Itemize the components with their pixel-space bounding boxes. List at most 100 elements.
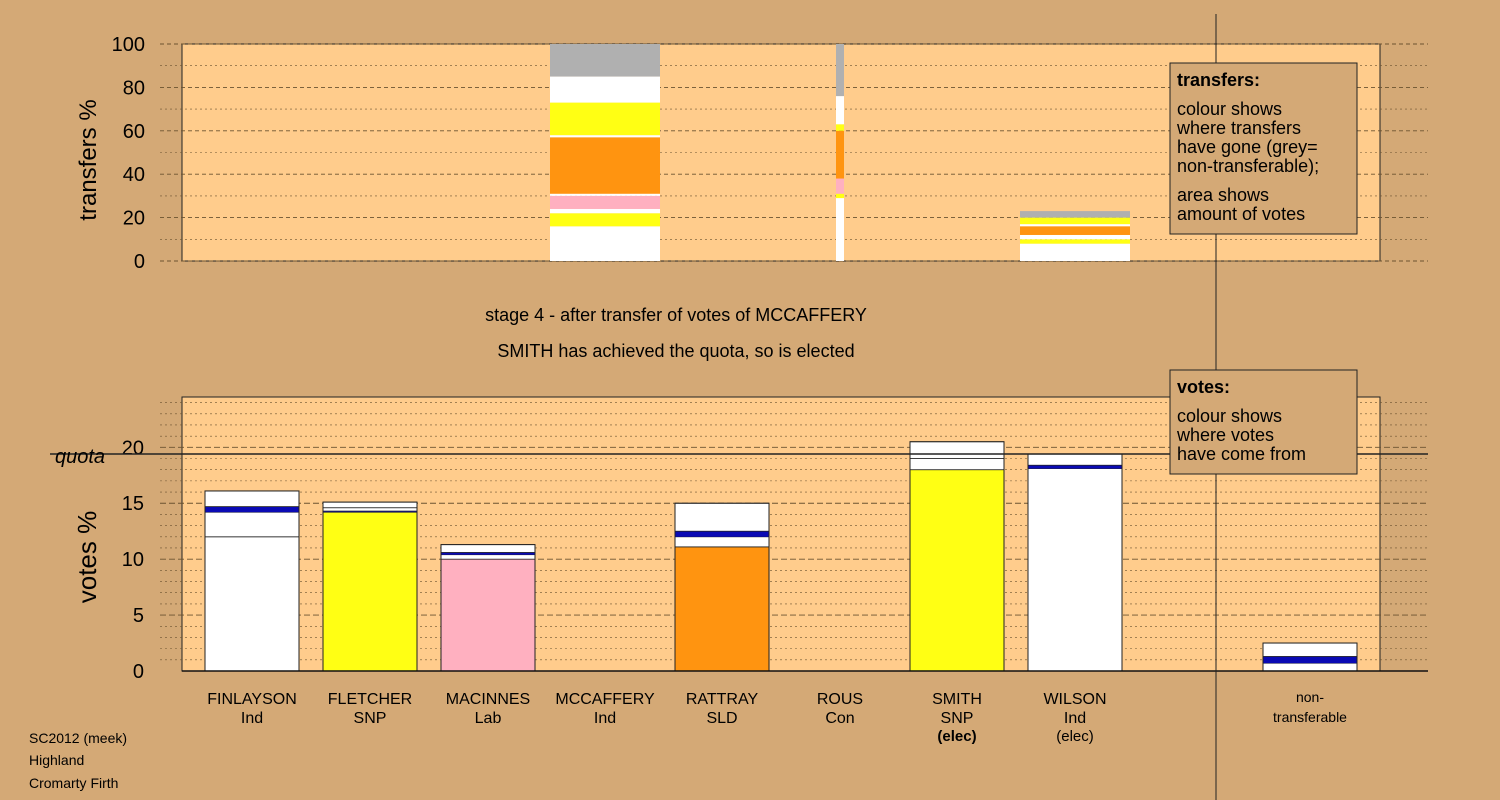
transfers-legend: transfers: colour shows where transfers … xyxy=(1169,62,1358,235)
candidate-name: SMITH xyxy=(932,691,982,708)
vote-bar xyxy=(674,502,770,672)
vote-bar xyxy=(1027,453,1123,672)
y-tick-label: 0 xyxy=(134,251,145,273)
y-tick-label: 20 xyxy=(123,208,145,230)
votes-legend-line: where votes xyxy=(1176,425,1274,445)
transfer-segment xyxy=(836,124,844,131)
votes-bars xyxy=(204,441,1358,672)
vote-segment xyxy=(322,507,418,512)
vote-segment xyxy=(909,458,1005,471)
candidate-labels: FINLAYSON Ind FLETCHER SNP MACINNES Lab MCCAFF… xyxy=(207,689,1347,745)
y-tick-label: 20 xyxy=(122,437,144,459)
vote-segment xyxy=(674,546,770,672)
transfer-segment xyxy=(550,102,660,136)
candidate-name: RATTRAY xyxy=(686,691,759,708)
vote-segment xyxy=(675,531,769,537)
transfer-segment xyxy=(1020,239,1130,244)
transfer-segment xyxy=(1020,234,1130,240)
candidate-status: (elec) xyxy=(937,728,976,745)
candidate-name: WILSON xyxy=(1043,691,1106,708)
vote-segment xyxy=(1027,468,1123,672)
vote-segment xyxy=(674,502,770,532)
y-tick-label: 100 xyxy=(112,34,145,56)
transfer-segment xyxy=(1020,243,1130,261)
vote-segment xyxy=(441,552,535,555)
candidate-party: Con xyxy=(825,710,854,727)
transfers-legend-line: colour shows xyxy=(1177,99,1282,119)
votes-y-ticks: 0 5 10 15 20 xyxy=(122,437,144,683)
transfers-legend-line: amount of votes xyxy=(1177,204,1305,224)
vote-segment xyxy=(204,511,300,538)
votes-y-axis-label: votes % xyxy=(72,511,102,604)
votes-legend-line: have come from xyxy=(1177,444,1306,464)
vote-segment xyxy=(1263,656,1357,664)
vote-segment xyxy=(440,544,536,553)
transfers-legend-line: non-transferable); xyxy=(1177,156,1319,176)
y-tick-label: 40 xyxy=(123,164,145,186)
stage-subtitle: SMITH has achieved the quota, so is elec… xyxy=(497,341,854,361)
transfer-bar xyxy=(550,44,660,261)
nontransferable-label: transferable xyxy=(1273,709,1347,725)
y-tick-label: 0 xyxy=(133,661,144,683)
transfers-bars xyxy=(550,44,1130,261)
transfer-segment xyxy=(836,44,844,97)
vote-segment xyxy=(674,536,770,548)
vote-segment xyxy=(909,441,1005,459)
vote-segment xyxy=(204,490,300,508)
y-tick-label: 60 xyxy=(123,121,145,143)
candidate-party: SNP xyxy=(354,710,387,727)
transfer-segment xyxy=(550,208,660,214)
footer-council: Highland xyxy=(29,752,84,768)
transfer-segment xyxy=(550,193,660,196)
candidate-name: FLETCHER xyxy=(328,691,412,708)
vote-bar xyxy=(204,490,300,672)
transfer-segment xyxy=(836,193,844,199)
transfer-segment xyxy=(550,226,660,261)
vote-segment xyxy=(440,558,536,672)
candidate-party: Ind xyxy=(1064,710,1086,727)
vote-segment xyxy=(323,511,417,513)
transfers-y-ticks: 0 20 40 60 80 100 xyxy=(112,34,145,273)
transfer-segment xyxy=(1020,226,1130,235)
candidate-party: Ind xyxy=(594,710,616,727)
vote-segment xyxy=(909,469,1005,672)
transfer-segment xyxy=(550,76,660,103)
vote-segment xyxy=(440,554,536,560)
transfer-segment xyxy=(550,135,660,138)
votes-legend-line: colour shows xyxy=(1177,406,1282,426)
votes-legend-title: votes: xyxy=(1177,377,1230,397)
stage-title: stage 4 - after transfer of votes of MCC… xyxy=(485,305,867,325)
transfers-legend-line: area shows xyxy=(1177,185,1269,205)
candidate-status: (elec) xyxy=(1056,728,1094,745)
candidate-name: MCCAFFERY xyxy=(555,691,655,708)
transfer-segment xyxy=(836,198,844,261)
y-tick-label: 80 xyxy=(123,77,145,99)
candidate-party: SLD xyxy=(706,710,737,727)
vote-bar xyxy=(322,501,418,672)
vote-bar xyxy=(909,441,1005,672)
candidate-party: SNP xyxy=(941,710,974,727)
footer-election: SC2012 (meek) xyxy=(29,730,127,746)
vote-segment xyxy=(322,501,418,509)
transfer-bar xyxy=(1020,211,1130,261)
candidate-party: Ind xyxy=(241,710,263,727)
transfer-bar xyxy=(836,44,844,261)
footer-ward: Cromarty Firth xyxy=(29,775,118,791)
transfer-segment xyxy=(1020,211,1130,218)
vote-segment xyxy=(1027,453,1123,466)
transfers-legend-line: where transfers xyxy=(1176,118,1301,138)
vote-segment xyxy=(205,506,299,513)
transfer-segment xyxy=(1020,217,1130,225)
candidate-name: ROUS xyxy=(817,691,863,708)
transfer-segment xyxy=(550,44,660,77)
transfer-segment xyxy=(550,137,660,194)
transfer-segment xyxy=(836,178,844,194)
candidate-name: FINLAYSON xyxy=(207,691,297,708)
quota-label: quota xyxy=(55,446,105,468)
nontransferable-label: non- xyxy=(1296,689,1324,705)
y-tick-label: 5 xyxy=(133,605,144,627)
transfer-segment xyxy=(550,213,660,227)
vote-segment xyxy=(1262,662,1358,672)
vote-bar xyxy=(440,544,536,672)
